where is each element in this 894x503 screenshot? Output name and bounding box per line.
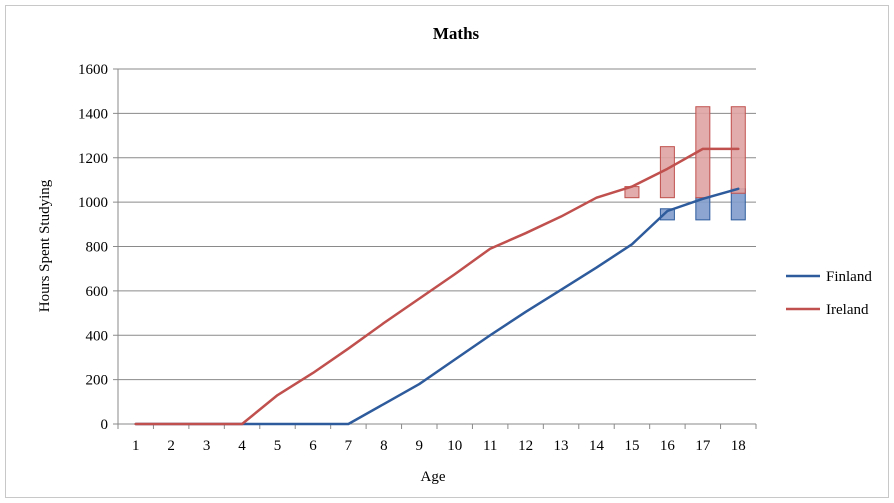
- x-tick-label: 7: [345, 438, 353, 454]
- legend-label-ireland: Ireland: [826, 302, 869, 318]
- y-tick-label: 200: [86, 373, 109, 389]
- y-tick-label: 1200: [78, 151, 108, 167]
- x-tick-label: 18: [731, 438, 746, 454]
- y-tick-label: 800: [86, 240, 109, 256]
- x-tick-label: 1: [132, 438, 140, 454]
- series-line-finland: [134, 187, 740, 426]
- x-tick-label: 6: [309, 438, 317, 454]
- y-axis-label: Hours Spent Studying: [37, 179, 53, 312]
- gridlines: [118, 68, 756, 381]
- y-tick-label: 1400: [78, 106, 108, 122]
- x-tick-label: 2: [167, 438, 175, 454]
- y-tick-label: 600: [86, 284, 109, 300]
- x-tick-label: 16: [660, 438, 676, 454]
- y-tick-label: 1600: [78, 62, 108, 78]
- x-tick-label: 11: [483, 438, 497, 454]
- series-lines: [134, 147, 740, 426]
- x-tick-label: 14: [589, 438, 605, 454]
- range-boxes: [624, 106, 746, 221]
- y-tick-label: 0: [101, 417, 109, 433]
- series-line-ireland: [134, 147, 740, 426]
- x-tick-label: 17: [695, 438, 711, 454]
- x-tick-label: 4: [238, 438, 246, 454]
- x-tick-label: 12: [518, 438, 533, 454]
- chart-title: Maths: [433, 24, 480, 43]
- y-tick-label: 400: [86, 328, 109, 344]
- chart-frame: [5, 5, 889, 498]
- legend: Finland Ireland: [786, 269, 872, 318]
- legend-label-finland: Finland: [826, 269, 872, 285]
- x-tick-label: 3: [203, 438, 211, 454]
- x-axis-label: Age: [421, 469, 446, 485]
- x-tick-label: 10: [447, 438, 462, 454]
- x-tick-label: 9: [416, 438, 424, 454]
- x-tick-label: 15: [624, 438, 639, 454]
- y-tick-labels: 0 200 400 600 800 1000 1200 1400 1600: [78, 62, 108, 433]
- x-tick-labels: 1 2 3 4 5 6 7 8 9 10 11 12 13 14 15 16 17 18: [132, 438, 746, 454]
- y-tick-label: 1000: [78, 195, 108, 211]
- range-box-finland: [659, 208, 675, 221]
- x-tick-label: 13: [554, 438, 569, 454]
- x-tick-label: 5: [274, 438, 282, 454]
- x-tick-label: 8: [380, 438, 388, 454]
